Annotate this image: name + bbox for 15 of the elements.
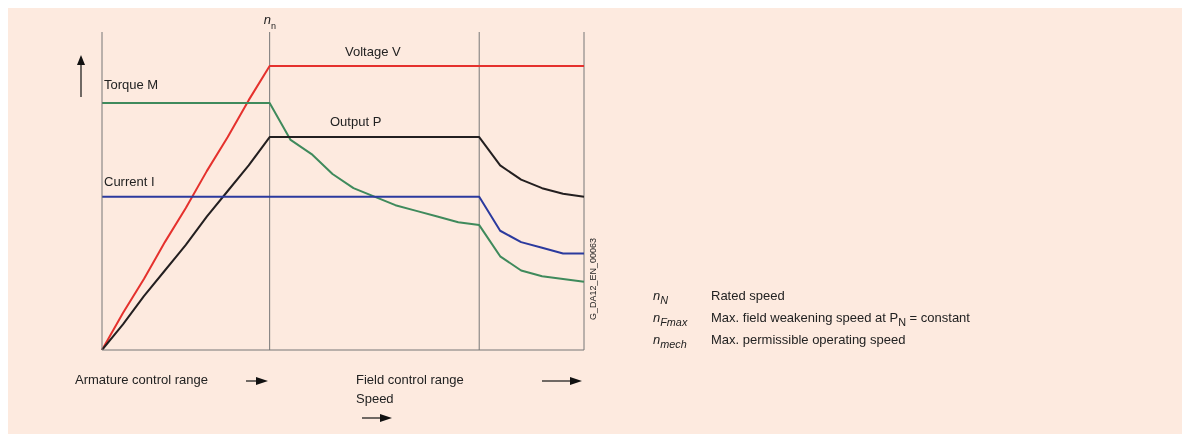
series-label: Current I bbox=[104, 174, 155, 189]
text: G_DA12_EN_00063 bbox=[588, 237, 598, 320]
text: Max. permissible operating speed bbox=[711, 332, 906, 347]
text: n$_{mech}$ bbox=[653, 332, 687, 350]
series-label: Voltage V bbox=[345, 44, 401, 59]
text: Rated speed bbox=[711, 288, 785, 303]
x-axis-title: Speed bbox=[356, 391, 394, 406]
series-label: Output P bbox=[330, 114, 382, 129]
text: Max. field weakening speed at P$_{N}$ = constant bbox=[711, 310, 970, 328]
text: n$_{n}$ bbox=[263, 12, 276, 31]
text: n$_{Fmax}$ bbox=[653, 310, 688, 328]
text: n$_{N}$ bbox=[653, 288, 669, 306]
series-label: Torque M bbox=[104, 77, 159, 92]
text: Armature control range bbox=[75, 372, 208, 387]
text: Field control range bbox=[356, 372, 464, 387]
